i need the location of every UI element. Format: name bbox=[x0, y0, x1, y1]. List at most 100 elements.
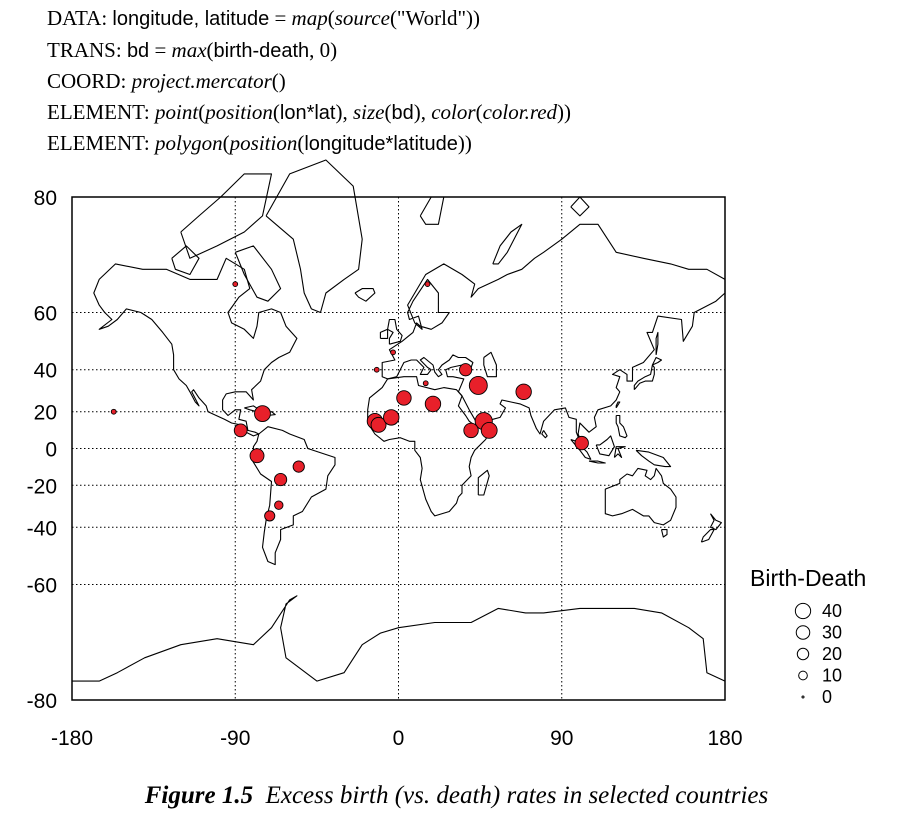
legend-entry-label: 20 bbox=[822, 644, 842, 664]
spec-line: COORD: project.mercator() bbox=[47, 66, 571, 97]
figure-caption-text: Excess birth (vs. death) rates in select… bbox=[265, 782, 769, 809]
spec-token: map bbox=[291, 6, 328, 30]
landmass-outline bbox=[633, 364, 655, 391]
data-point bbox=[274, 473, 288, 487]
y-tick-label: -60 bbox=[27, 574, 57, 597]
data-point bbox=[233, 423, 248, 438]
data-point bbox=[370, 416, 387, 433]
landmass-outline bbox=[709, 513, 722, 531]
y-tick-label: -40 bbox=[27, 517, 57, 540]
y-tick-label: 40 bbox=[34, 360, 57, 383]
data-point bbox=[292, 460, 305, 473]
spec-token: )) bbox=[457, 131, 472, 155]
spec-token: = bbox=[269, 6, 292, 30]
spec-token: position bbox=[229, 131, 298, 155]
data-point bbox=[459, 363, 473, 377]
spec-token: ), bbox=[413, 99, 432, 124]
landmass-outline bbox=[604, 467, 677, 526]
landmass-outline bbox=[570, 196, 590, 217]
spec-token: ( bbox=[222, 131, 230, 155]
landmass-outline bbox=[492, 223, 523, 265]
x-axis-ticks: -180 -90 0 90 180 bbox=[51, 727, 743, 750]
landmass-outline bbox=[615, 401, 621, 409]
landmass-outline bbox=[483, 351, 497, 378]
figure-caption-label: Figure 1.5 bbox=[144, 782, 254, 809]
landmass-outline bbox=[700, 529, 715, 543]
landmass-outline bbox=[387, 318, 403, 345]
landmass-outline bbox=[180, 173, 273, 259]
spec-token: , 0) bbox=[309, 37, 338, 62]
spec-token: source bbox=[334, 6, 390, 30]
spec-keyword: ELEMENT: bbox=[47, 99, 156, 124]
spec-token: birth-death bbox=[213, 39, 310, 62]
legend-entry-label: 0 bbox=[822, 687, 832, 707]
data-point bbox=[422, 380, 429, 387]
y-tick-label: 20 bbox=[34, 402, 57, 425]
landmass-outline bbox=[381, 223, 726, 448]
spec-token: longitude, latitude bbox=[112, 8, 270, 30]
plot-frame bbox=[71, 196, 726, 701]
spec-keyword: DATA: bbox=[47, 6, 113, 30]
spec-token: )) bbox=[557, 99, 572, 124]
data-point bbox=[274, 500, 284, 510]
data-point bbox=[424, 395, 442, 413]
data-point bbox=[424, 281, 431, 288]
x-tick-label: 180 bbox=[707, 727, 742, 750]
data-point bbox=[110, 408, 117, 415]
spec-token: lon*lat bbox=[279, 101, 336, 124]
landmass-outline bbox=[635, 449, 672, 468]
landmass-outline bbox=[651, 356, 663, 366]
spec-token: max bbox=[171, 37, 207, 62]
gridlines bbox=[72, 197, 725, 700]
grammar-spec: DATA: longitude, latitude = map(source("… bbox=[47, 3, 571, 160]
legend-symbol bbox=[798, 670, 808, 681]
spec-token: color bbox=[431, 99, 476, 124]
spec-line: ELEMENT: polygon(position(longitude*lati… bbox=[47, 128, 571, 160]
spec-line: TRANS: bd = max(birth-death, 0) bbox=[47, 35, 571, 67]
y-tick-label: 60 bbox=[34, 303, 57, 326]
data-point bbox=[468, 376, 488, 395]
landmass-outline bbox=[419, 196, 445, 225]
y-tick-label: 80 bbox=[34, 187, 57, 210]
legend-entry-label: 10 bbox=[822, 666, 842, 686]
landmass-outline bbox=[477, 469, 490, 496]
landmass-outline bbox=[72, 595, 726, 682]
legend-symbol bbox=[795, 625, 811, 640]
landmass-outline bbox=[379, 328, 389, 339]
spec-token: polygon bbox=[155, 131, 223, 155]
landmass-outline bbox=[171, 245, 200, 276]
landmass-outline bbox=[265, 159, 363, 314]
y-tick-label: -20 bbox=[27, 475, 57, 498]
spec-keyword: ELEMENT: bbox=[47, 131, 156, 155]
landmass-outline bbox=[367, 376, 492, 517]
data-point bbox=[515, 383, 532, 400]
data-point bbox=[396, 390, 412, 406]
spec-token: ( bbox=[297, 131, 305, 155]
data-point bbox=[383, 409, 400, 426]
y-tick-label: -80 bbox=[27, 690, 57, 713]
spec-token: ( bbox=[198, 99, 206, 124]
data-point bbox=[254, 405, 271, 423]
spec-token: bd bbox=[391, 101, 414, 124]
spec-token: ( bbox=[272, 99, 280, 124]
x-tick-label: 0 bbox=[393, 727, 405, 750]
landmass-outline bbox=[655, 331, 659, 355]
spec-token: ( bbox=[475, 99, 483, 124]
landmass-outline bbox=[354, 288, 376, 302]
spec-token: ), bbox=[335, 99, 353, 124]
bubble-map-chart: 80 60 40 20 0 -20 -40 -60 -80 -180 -90 0 90 180 Birt… bbox=[27, 159, 866, 750]
data-point bbox=[390, 349, 396, 356]
spec-token: size bbox=[352, 99, 385, 124]
spec-token: ( bbox=[327, 6, 335, 30]
data-point bbox=[232, 281, 239, 288]
legend-symbol bbox=[796, 647, 810, 661]
spec-token: longitude*latitude bbox=[304, 133, 458, 155]
spec-token: = bbox=[149, 37, 172, 62]
landmass-outline bbox=[251, 426, 336, 566]
figure-caption: Figure 1.5 Excess birth (vs. death) rate… bbox=[0, 782, 913, 810]
spec-token: ("World")) bbox=[389, 6, 481, 30]
spec-token: position bbox=[205, 99, 273, 124]
x-tick-label: -90 bbox=[220, 727, 250, 750]
spec-line: DATA: longitude, latitude = map(source("… bbox=[47, 3, 571, 35]
spec-token: ( bbox=[384, 99, 392, 124]
